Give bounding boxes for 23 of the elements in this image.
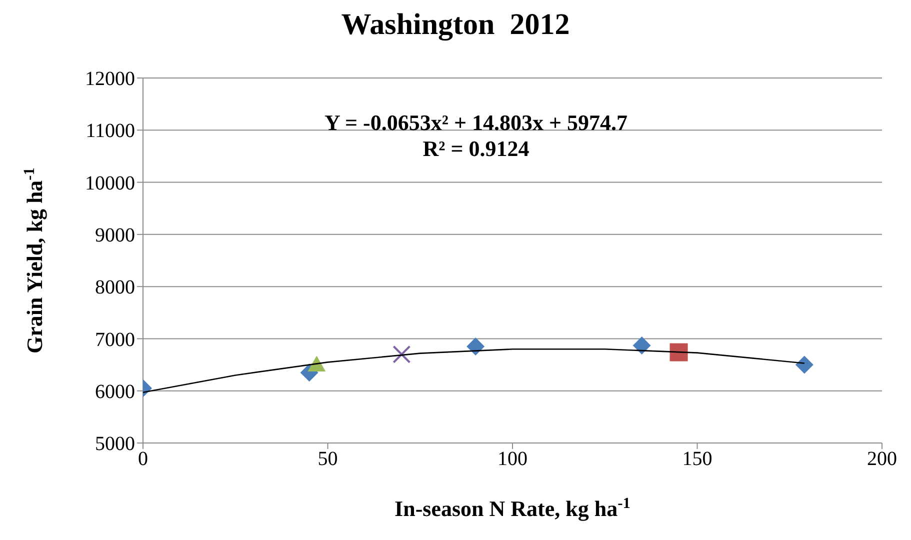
x-tick-label: 200 [867, 448, 897, 470]
point [392, 345, 411, 364]
x-tick-label: 50 [318, 448, 338, 470]
x-axis-title: In-season N Rate, kg ha$^{-1}$ [394, 494, 630, 521]
x-tick-label: 0 [138, 448, 148, 470]
x-tick-label: 100 [498, 448, 528, 470]
y-tick-label: 12000 [85, 68, 135, 90]
y-tick-label: 10000 [85, 172, 135, 194]
annotation: R² = 0.9124 [422, 136, 530, 162]
y-tick-label: 7000 [95, 328, 135, 351]
point [466, 338, 485, 356]
y-tick-label: 8000 [95, 276, 135, 299]
annotation: Y = -0.0653x² + 14.803x + 5974.7 [323, 110, 629, 136]
point [632, 336, 651, 354]
x-tick-label: 150 [682, 448, 712, 470]
y-tick-label: 11000 [86, 120, 135, 142]
point [670, 343, 688, 362]
point [795, 356, 814, 374]
y-tick-label: 6000 [95, 380, 135, 403]
y-tick-label: 5000 [95, 433, 135, 456]
point [308, 356, 326, 372]
chart-title: Washington 2012 [340, 8, 571, 42]
y-tick-label: 9000 [95, 224, 135, 247]
